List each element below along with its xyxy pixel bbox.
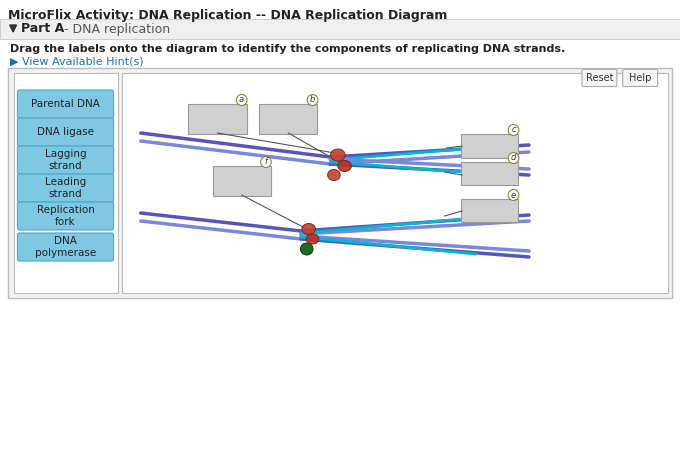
FancyBboxPatch shape bbox=[18, 174, 113, 202]
FancyBboxPatch shape bbox=[461, 162, 519, 185]
Text: DNA
polymerase: DNA polymerase bbox=[35, 236, 96, 258]
Circle shape bbox=[508, 189, 519, 201]
FancyBboxPatch shape bbox=[461, 134, 519, 158]
Text: Drag the labels onto the diagram to identify the components of replicating DNA s: Drag the labels onto the diagram to iden… bbox=[10, 44, 565, 54]
FancyBboxPatch shape bbox=[461, 199, 519, 222]
Text: d: d bbox=[511, 154, 516, 163]
FancyBboxPatch shape bbox=[13, 73, 118, 293]
FancyBboxPatch shape bbox=[259, 104, 317, 134]
Ellipse shape bbox=[328, 169, 340, 180]
FancyBboxPatch shape bbox=[188, 104, 246, 134]
Ellipse shape bbox=[302, 223, 316, 235]
Ellipse shape bbox=[300, 243, 313, 255]
Circle shape bbox=[508, 153, 519, 164]
Text: f: f bbox=[265, 158, 267, 167]
FancyBboxPatch shape bbox=[18, 90, 113, 118]
FancyBboxPatch shape bbox=[122, 73, 668, 293]
FancyBboxPatch shape bbox=[18, 146, 113, 174]
FancyBboxPatch shape bbox=[18, 233, 113, 261]
Text: b: b bbox=[310, 96, 315, 105]
FancyBboxPatch shape bbox=[8, 68, 672, 298]
Text: c: c bbox=[511, 125, 516, 135]
FancyBboxPatch shape bbox=[0, 19, 680, 39]
Ellipse shape bbox=[330, 149, 345, 161]
Text: ▶ View Available Hint(s): ▶ View Available Hint(s) bbox=[10, 56, 144, 66]
Text: Parental DNA: Parental DNA bbox=[31, 99, 100, 109]
Circle shape bbox=[237, 95, 247, 106]
Text: Lagging
strand: Lagging strand bbox=[45, 149, 86, 171]
Polygon shape bbox=[10, 25, 17, 32]
Text: Leading
strand: Leading strand bbox=[45, 177, 86, 199]
Text: a: a bbox=[239, 96, 244, 105]
FancyBboxPatch shape bbox=[582, 69, 617, 87]
Text: Part A: Part A bbox=[22, 23, 64, 35]
Text: Replication
fork: Replication fork bbox=[36, 205, 95, 227]
Circle shape bbox=[508, 125, 519, 135]
Text: MicroFlix Activity: DNA Replication -- DNA Replication Diagram: MicroFlix Activity: DNA Replication -- D… bbox=[8, 9, 447, 21]
Circle shape bbox=[260, 156, 272, 168]
Text: Help: Help bbox=[629, 73, 652, 83]
Ellipse shape bbox=[307, 234, 319, 244]
Text: Reset: Reset bbox=[586, 73, 613, 83]
Circle shape bbox=[307, 95, 318, 106]
FancyBboxPatch shape bbox=[213, 166, 271, 196]
Text: DNA ligase: DNA ligase bbox=[37, 127, 94, 137]
FancyBboxPatch shape bbox=[623, 69, 658, 87]
FancyBboxPatch shape bbox=[18, 118, 113, 146]
Text: - DNA replication: - DNA replication bbox=[60, 23, 170, 35]
Text: e: e bbox=[511, 191, 516, 199]
Ellipse shape bbox=[338, 160, 351, 172]
FancyBboxPatch shape bbox=[18, 202, 113, 230]
